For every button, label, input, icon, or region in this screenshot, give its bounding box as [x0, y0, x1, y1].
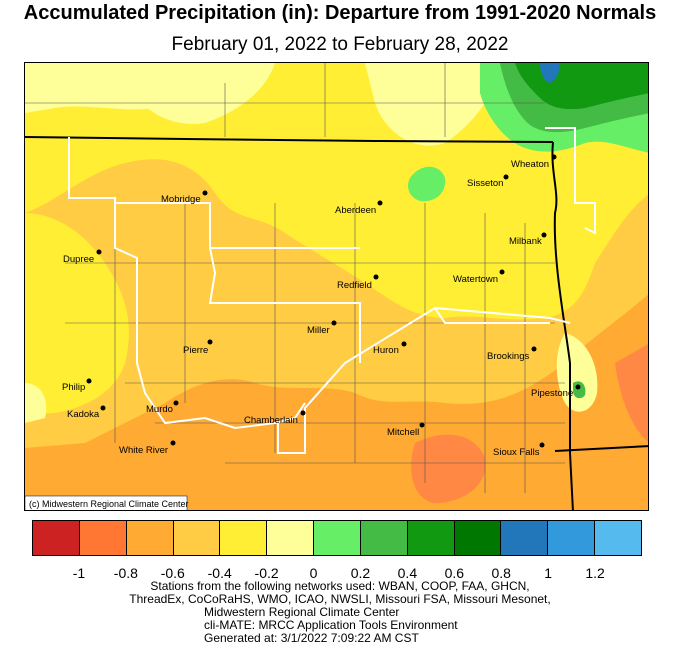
map-title: Accumulated Precipitation (in): Departur… [23, 2, 657, 24]
city-label-kadoka: Kadoka [67, 409, 100, 420]
city-dot-pipestone [575, 384, 581, 390]
city-label-miller: Miller [307, 325, 330, 336]
legend-swatch [595, 521, 641, 555]
city-dot-sisseton [503, 174, 509, 180]
city-dot-dupree [96, 249, 102, 255]
legend-swatch [314, 521, 361, 555]
legend-swatch [267, 521, 315, 555]
legend-tick-label: 0 [309, 565, 318, 581]
footer: Stations from the following networks use… [100, 580, 580, 645]
region-pale-sw [25, 383, 47, 423]
map-subtitle: February 01, 2022 to February 28, 2022 [171, 34, 509, 55]
legend-swatch [79, 521, 127, 555]
legend-tick-label: 0.4 [397, 565, 418, 581]
map-svg: Wheaton Sisseton Mobridge Aberdeen Milba… [25, 63, 648, 510]
region-dark-orange [411, 434, 486, 503]
legend-swatch [220, 521, 268, 555]
city-dot-mitchell [419, 422, 425, 428]
footer-line-2: ThreadEx, CoCoRaHS, WMO, ICAO, NWSLI, Mi… [129, 592, 551, 606]
legend-swatch [407, 521, 455, 555]
legend-tick-label: 0.2 [350, 565, 371, 581]
county-lines [25, 63, 565, 493]
city-label-dupree: Dupree [63, 254, 94, 265]
region-pale-north2 [115, 63, 275, 124]
city-label-murdo: Murdo [146, 404, 173, 415]
city-dot-redfield [373, 274, 379, 280]
region-pale-pipestone [556, 333, 598, 412]
city-label-philip: Philip [62, 382, 85, 393]
footer-line-4: cli-MATE: MRCC Application Tools Environ… [204, 618, 458, 632]
legend-tick-label: 1 [544, 565, 553, 581]
precipitation-map: Wheaton Sisseton Mobridge Aberdeen Milba… [24, 62, 649, 511]
legend-swatch [33, 521, 80, 555]
city-dot-white-river [170, 440, 176, 446]
city-dot-sioux-falls [539, 442, 545, 448]
city-dot-brookings [531, 346, 537, 352]
city-dot-philip [86, 378, 92, 384]
city-label-sisseton: Sisseton [467, 178, 503, 189]
region-green-aberdeen [408, 166, 446, 202]
state-border-north [25, 136, 554, 143]
city-dot-mobridge [202, 190, 208, 196]
city-label-mobridge: Mobridge [161, 194, 201, 205]
region-yellow-west [25, 213, 129, 415]
legend-tick-label: -0.2 [254, 565, 279, 581]
legend-tick-label: 0.8 [491, 565, 511, 581]
region-pale-ne [365, 63, 505, 146]
city-label-aberdeen: Aberdeen [335, 205, 376, 216]
city-label-milbank: Milbank [509, 236, 542, 247]
city-label-white-river: White River [119, 445, 168, 456]
state-border-east [551, 141, 574, 510]
state-border-iowa [554, 445, 648, 452]
legend-tick-label: -1 [72, 565, 86, 581]
region-dark-orange-east [615, 344, 648, 442]
color-legend [32, 520, 642, 556]
legend-swatch [173, 521, 221, 555]
legend-swatch [548, 521, 596, 555]
legend-tick-label: 1.2 [585, 565, 605, 581]
footer-line-3: Midwestern Regional Climate Center [204, 605, 400, 619]
city-label-pierre: Pierre [183, 345, 208, 356]
legend-swatch [360, 521, 408, 555]
region-blue [540, 63, 560, 83]
city-label-sioux-falls: Sioux Falls [493, 447, 540, 458]
city-dot-miller [331, 320, 337, 326]
climate-division-lines [68, 127, 596, 454]
legend-tick-label: 0.6 [444, 565, 465, 581]
footer-line-5: Generated at: 3/1/2022 7:09:22 AM CST [204, 631, 419, 645]
city-dot-aberdeen [377, 200, 383, 206]
legend-tick-label: -0.4 [207, 565, 232, 581]
city-label-redfield: Redfield [337, 280, 372, 291]
city-label-watertown: Watertown [453, 274, 498, 285]
city-label-pipestone: Pipestone [531, 388, 573, 399]
legend-tick-label: -0.6 [160, 565, 185, 581]
city-label-chamberlain: Chamberlain [244, 415, 298, 426]
city-markers: Wheaton Sisseton Mobridge Aberdeen Milba… [62, 154, 581, 458]
legend-ticks: -1 -0.8 -0.6 -0.4 -0.2 0 0.2 0.4 0.6 0.8 1 1.2 [32, 565, 642, 581]
city-dot-chamberlain [300, 410, 306, 416]
city-dot-huron [401, 341, 407, 347]
city-label-mitchell: Mitchell [387, 427, 419, 438]
city-label-huron: Huron [373, 345, 399, 356]
city-dot-kadoka [100, 405, 106, 411]
city-dot-murdo [173, 400, 179, 406]
city-dot-watertown [499, 269, 505, 275]
city-label-brookings: Brookings [487, 351, 529, 362]
city-dot-wheaton [551, 154, 557, 160]
footer-line-1: Stations from the following networks use… [150, 579, 530, 593]
credit-box [25, 495, 188, 510]
legend-swatch [454, 521, 502, 555]
legend-swatch [501, 521, 549, 555]
region-yellow [25, 63, 648, 320]
city-dot-pierre [207, 339, 213, 345]
city-dot-milbank [541, 232, 547, 238]
city-label-wheaton: Wheaton [511, 159, 549, 170]
credit-text: (c) Midwestern Regional Climate Center [29, 499, 189, 509]
legend-tick-label: -0.8 [113, 565, 138, 581]
legend-swatch [126, 521, 174, 555]
